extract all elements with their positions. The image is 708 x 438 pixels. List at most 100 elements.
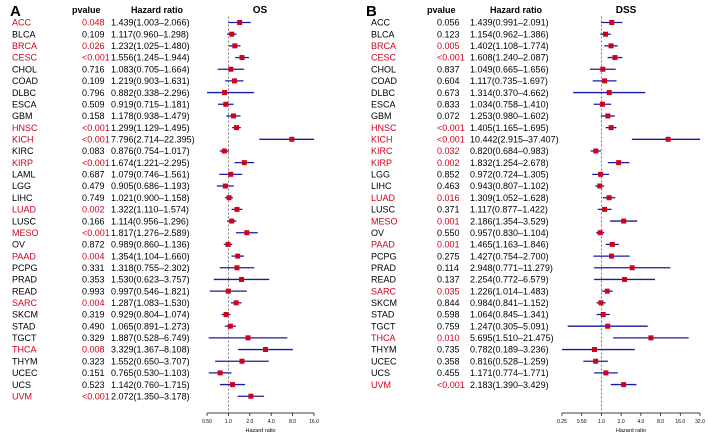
cancer-label: BLCA — [12, 29, 36, 39]
hr-ci-label: 1.114(0.956–1.296) — [111, 216, 189, 226]
cancer-label: UCEC — [12, 368, 38, 378]
hr-point — [597, 230, 603, 236]
cancer-label: BLCA — [371, 29, 395, 39]
pvalue-label: 0.001 — [437, 216, 460, 226]
cancer-label: THCA — [371, 333, 396, 343]
hr-ci-label: 1.322(1.110–1.574) — [111, 205, 189, 215]
hr-ci-label: 1.314(0.370–4.662) — [470, 88, 549, 98]
hr-point — [629, 265, 635, 271]
hr-point — [608, 43, 614, 49]
pvalue-label: 0.323 — [82, 356, 105, 366]
hr-point — [221, 148, 227, 154]
pvalue-label: 0.109 — [82, 76, 105, 86]
cancer-label: PRAD — [371, 263, 397, 273]
hr-point — [234, 265, 240, 271]
pvalue-label: 0.137 — [437, 275, 460, 285]
pvalue-label: 0.026 — [82, 41, 105, 51]
pvalue-label: 0.083 — [82, 146, 105, 156]
hr-ci-label: 10.442(2.915–37.407) — [470, 135, 559, 145]
hr-ci-label: 0.820(0.684–0.983) — [470, 146, 549, 156]
hr-point — [232, 78, 238, 84]
hr-point — [591, 347, 597, 353]
hr-point — [603, 370, 609, 376]
pvalue-label: 0.673 — [437, 88, 460, 98]
cancer-label: TGCT — [12, 333, 37, 343]
pvalue-label: 0.872 — [82, 240, 105, 250]
hr-ci-label: 0.919(0.715–1.181) — [111, 99, 190, 109]
hr-point — [239, 358, 245, 364]
hr-point — [239, 276, 245, 282]
hr-point — [222, 183, 228, 189]
hr-ci-label: 1.117(0.877–1.422) — [470, 205, 548, 215]
cancer-label: OV — [12, 240, 25, 250]
hr-ci-label: 1.354(1.104–1.660) — [111, 251, 190, 261]
pvalue-label: 0.016 — [437, 193, 460, 203]
hr-point — [648, 335, 654, 341]
hr-point — [229, 382, 235, 388]
pvalue-label: 0.844 — [437, 298, 460, 308]
pvalue-label: 0.331 — [82, 263, 105, 273]
pvalue-label: 0.993 — [82, 286, 105, 296]
hr-point — [609, 253, 615, 259]
cancer-label: UVM — [371, 380, 391, 390]
cancer-label: CESC — [12, 53, 38, 63]
hr-point — [600, 312, 606, 317]
cancer-label: THYM — [371, 345, 397, 355]
pvalue-label: 0.509 — [82, 99, 105, 109]
cancer-label: HNSC — [12, 123, 38, 133]
hr-point — [248, 393, 254, 399]
pvalue-label: 0.166 — [82, 216, 105, 226]
cancer-label: ACC — [12, 18, 32, 28]
cancer-label: CHOL — [371, 64, 396, 74]
hr-ci-label: 0.943(0.807–1.102) — [470, 181, 549, 191]
cancer-label: COAD — [12, 76, 39, 86]
cancer-label: STAD — [12, 321, 36, 331]
cancer-label: DLBC — [12, 88, 37, 98]
pvalue-label: <0.001 — [437, 135, 465, 145]
x-tick-label: 16.0 — [309, 419, 319, 425]
pvalue-label: 0.319 — [82, 310, 105, 320]
pvalue-label: 0.004 — [82, 251, 105, 261]
cancer-label: GBM — [12, 111, 33, 121]
hr-ci-label: 5.695(1.510–21.475) — [470, 333, 554, 343]
cancer-label: KIRP — [12, 158, 33, 168]
cancer-label: PCPG — [12, 263, 38, 273]
cancer-label: PRAD — [12, 275, 38, 285]
pvalue-label: 0.008 — [82, 345, 105, 355]
hr-header: Hazard ratio — [490, 5, 543, 15]
pvalue-label: 0.837 — [437, 64, 460, 74]
pvalue-label: 0.123 — [437, 29, 460, 39]
cancer-label: THCA — [12, 345, 37, 355]
cancer-label: HNSC — [371, 123, 397, 133]
pvalue-label: 0.072 — [437, 111, 460, 121]
x-tick-label: 4.0 — [268, 419, 275, 425]
hr-ci-label: 1.226(1.014–1.483) — [470, 286, 549, 296]
pvalue-label: 0.852 — [437, 170, 460, 180]
hr-point — [225, 241, 231, 247]
hr-ci-label: 1.232(1.025–1.480) — [111, 41, 190, 51]
cancer-label: STAD — [371, 310, 395, 320]
pvalue-label: 0.371 — [437, 205, 460, 215]
hr-point — [229, 218, 235, 224]
pvalue-label: 0.455 — [437, 368, 460, 378]
panel-title: DSS — [616, 5, 637, 16]
cancer-label: LUAD — [12, 205, 37, 215]
hr-point — [598, 300, 604, 306]
pvalue-label: 0.353 — [82, 275, 105, 285]
hr-ci-label: 1.034(0.758–1.410) — [470, 99, 549, 109]
hr-point — [237, 20, 243, 25]
cancer-label: OV — [371, 228, 384, 238]
hr-ci-label: 1.817(1.276–2.589) — [111, 228, 190, 238]
hr-ci-label: 1.178(0.938–1.479) — [111, 111, 190, 121]
hr-ci-label: 1.556(1.245–1.944) — [111, 53, 190, 63]
cancer-label: KICH — [371, 135, 393, 145]
cancer-label: READ — [371, 275, 397, 285]
cancer-label: UCEC — [371, 356, 397, 366]
hr-point — [222, 90, 228, 96]
pvalue-label: 0.151 — [82, 368, 105, 378]
x-tick-label: 1.0 — [225, 419, 232, 425]
hr-ci-label: 1.079(0.746–1.561) — [111, 170, 190, 180]
x-tick-label: 0.25 — [557, 419, 567, 425]
hr-header: Hazard ratio — [131, 5, 184, 15]
